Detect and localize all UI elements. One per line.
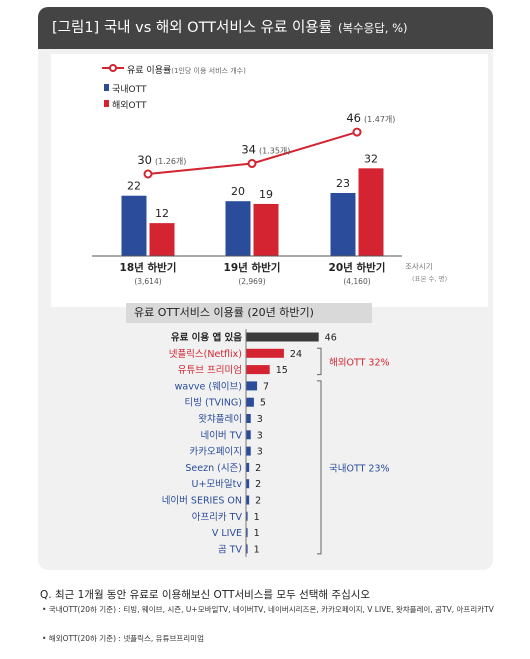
usage-rate-point [247, 159, 257, 169]
bar-overseas [149, 223, 175, 256]
rank-bar [246, 381, 258, 391]
usage-rate-sublabel: (1.35개) [259, 146, 290, 156]
legend-domestic-label: 국내OTT [112, 85, 147, 95]
rank-bar-value: 15 [276, 365, 288, 376]
rank-category-label: 유료 이용 앱 있음 [171, 332, 242, 344]
rank-bar [246, 446, 251, 456]
figure-title-sub: (복수응답, %) [337, 21, 408, 35]
rank-category-label: 곰 TV [218, 544, 243, 555]
rank-bar [246, 365, 270, 375]
rank-bar [246, 397, 254, 407]
rank-bar [246, 495, 250, 505]
rank-bar-value: 5 [260, 398, 266, 409]
usage-rate-value: 30 [137, 153, 152, 167]
usage-rate-sublabel: (1.47개) [364, 114, 395, 124]
bar-overseas [358, 168, 384, 256]
rank-category-label: U+모바일tv [192, 479, 243, 490]
legend-domestic-swatch [104, 84, 109, 91]
rank-category-label: wavve (웨이브) [175, 380, 242, 392]
rank-bar [246, 528, 248, 538]
legend-dot-marker [109, 64, 117, 72]
bar-domestic [121, 195, 147, 256]
rank-category-label: 네이버 TV [200, 430, 242, 441]
rank-bar [246, 479, 250, 489]
x-tick-label: 19년 하반기 [224, 261, 281, 274]
group-bracket [317, 380, 322, 555]
usage-rate-value: 34 [241, 143, 256, 157]
rank-bar [246, 544, 248, 554]
legend-overseas-swatch [104, 100, 109, 107]
figure-title: [그림1] 국내 vs 해외 OTT서비스 유료 이용률 [52, 20, 332, 36]
x-tick-label: 20년 하반기 [329, 261, 386, 274]
rank-bar-value: 46 [325, 333, 337, 344]
rank-bar-value: 2 [255, 463, 261, 474]
bar-overseas-value: 32 [364, 152, 378, 165]
rank-category-label: Seezn (시즌) [185, 463, 242, 474]
rank-bar-value: 2 [255, 479, 261, 490]
rank-bar-value: 3 [257, 430, 263, 441]
bar-domestic-value: 20 [231, 185, 245, 198]
group-label: 국내OTT 23% [329, 463, 390, 474]
rank-bar [246, 511, 248, 521]
bar-overseas [253, 203, 279, 256]
bar-domestic [225, 201, 251, 256]
footnote-question: Q. 최근 1개월 동안 유료로 이용해보신 OTT서비스를 모두 선택해 주십… [40, 589, 371, 601]
x-tick-sample: (4,160) [343, 277, 370, 286]
figure-title-bar: [그림1] 국내 vs 해외 OTT서비스 유료 이용률 (복수응답, %) [38, 7, 493, 49]
rank-bar-value: 7 [263, 381, 269, 392]
usage-rate-sublabel: (1.26개) [155, 156, 186, 166]
ranking-chart-title: 유료 OTT서비스 이용률 (20년 하반기) [126, 303, 372, 323]
rank-bar-value: 1 [254, 544, 260, 555]
legend-line-entry: 유료 이용률(1인당 이용 서비스 개수) [127, 63, 246, 76]
x-tick-label: 18년 하반기 [120, 261, 177, 274]
rank-bar [246, 462, 250, 472]
bar-domestic-value: 22 [127, 180, 141, 193]
legend-line-sublabel: (1인당 이용 서비스 개수) [171, 67, 246, 75]
rank-category-label: 카카오페이지 [190, 447, 242, 458]
rank-category-label: 네이버 SERIES ON [162, 496, 242, 507]
bar-domestic-value: 23 [336, 177, 350, 190]
rank-category-label: 티빙 (TVING) [185, 398, 242, 409]
rank-bar-value: 3 [257, 414, 263, 425]
rank-bar-value: 2 [255, 496, 261, 507]
rank-category-label: 유튜브 프리미엄 [178, 364, 242, 376]
rank-bar [246, 348, 284, 358]
usage-rate-point [352, 127, 362, 137]
x-axis-note: 조사시기 [405, 262, 433, 271]
rank-category-label: 왓챠플레이 [198, 413, 242, 425]
rank-bar-value: 3 [257, 447, 263, 458]
legend-overseas-label: 해외OTT [112, 101, 147, 111]
legend-line-label: 유료 이용률 [127, 66, 172, 76]
rank-category-label: 아프리카 TV [192, 512, 243, 523]
x-tick-sample: (3,614) [134, 277, 161, 286]
group-label: 해외OTT 32% [329, 356, 390, 368]
rank-bar-value: 1 [254, 512, 260, 523]
rank-bar [246, 430, 251, 440]
bar-overseas-value: 12 [155, 207, 169, 220]
rank-bar-value: 24 [290, 349, 302, 360]
rank-bar-value: 1 [254, 528, 260, 539]
bar-domestic [330, 192, 356, 256]
rank-category-label: V LIVE [212, 528, 242, 539]
rank-bar [246, 332, 319, 342]
x-tick-sample: (2,969) [238, 277, 265, 286]
usage-rate-point [143, 169, 153, 179]
trend-chart-panel [51, 54, 488, 307]
rank-category-label: 넷플릭스(Netflix) [169, 348, 242, 360]
bar-overseas-value: 19 [259, 188, 273, 201]
footnote-overseas: • 해외OTT(20하 기준) : 넷플릭스, 유튜브프리미엄 [42, 634, 204, 643]
footnote-domestic: • 국내OTT(20하 기준) : 티빙, 웨이브, 시즌, U+모바일TV, … [42, 605, 494, 614]
usage-rate-value: 46 [346, 111, 361, 125]
group-bracket [317, 347, 322, 376]
x-axis-note-sub: (표본 수, 명) [412, 274, 447, 283]
rank-bar [246, 414, 251, 423]
